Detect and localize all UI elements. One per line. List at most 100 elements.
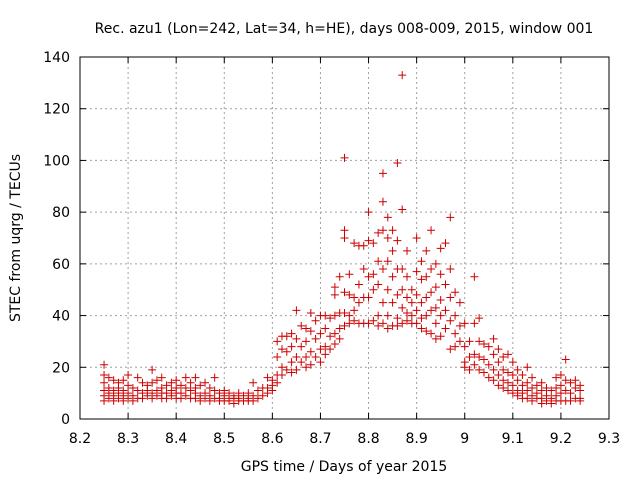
data-point: [407, 285, 416, 294]
data-point: [499, 352, 508, 361]
data-point: [369, 285, 378, 294]
data-point: [196, 396, 205, 405]
data-point: [393, 314, 402, 323]
data-point: [354, 298, 363, 307]
data-point: [302, 352, 311, 361]
data-point: [508, 389, 517, 398]
data-point: [528, 396, 537, 405]
data-point: [335, 334, 344, 343]
data-point: [571, 376, 580, 385]
data-point: [340, 321, 349, 330]
data-point: [504, 378, 513, 387]
data-point: [412, 234, 421, 242]
data-point: [398, 303, 407, 312]
data-point: [345, 290, 354, 299]
data-point: [504, 350, 513, 359]
data-point: [431, 283, 440, 292]
data-point: [364, 272, 373, 281]
data-point: [436, 311, 445, 320]
data-point: [556, 389, 565, 398]
data-point: [350, 239, 359, 248]
data-point: [287, 342, 296, 351]
data-point: [523, 378, 532, 387]
data-point: [311, 352, 320, 361]
data-point: [499, 376, 508, 385]
y-tick-label: 80: [52, 205, 70, 221]
data-point: [128, 383, 137, 392]
data-point: [412, 306, 421, 315]
data-point: [330, 329, 339, 338]
data-point: [566, 378, 575, 387]
data-point: [133, 386, 142, 395]
y-tick-label: 60: [52, 257, 70, 273]
data-point: [350, 316, 359, 325]
data-point: [340, 153, 349, 162]
data-point: [494, 381, 503, 390]
data-point: [475, 352, 484, 361]
data-point: [451, 342, 460, 351]
data-point: [104, 373, 113, 382]
data-point: [499, 383, 508, 392]
data-point: [201, 378, 210, 387]
data-point: [407, 311, 416, 320]
data-point: [422, 327, 431, 336]
data-point: [393, 290, 402, 299]
data-point: [446, 316, 455, 325]
data-point: [547, 386, 556, 395]
data-point: [374, 228, 383, 237]
data-point: [504, 386, 513, 395]
data-point: [205, 396, 214, 405]
data-point: [441, 324, 450, 333]
data-point: [427, 329, 436, 338]
data-point: [364, 236, 373, 245]
data-point: [152, 376, 161, 385]
data-point: [292, 334, 301, 343]
data-point: [552, 373, 561, 382]
data-point: [292, 365, 301, 374]
data-point: [383, 285, 392, 294]
data-point: [282, 347, 291, 356]
data-point: [273, 337, 282, 346]
data-point: [205, 383, 214, 392]
data-point: [470, 319, 479, 328]
data-point: [451, 311, 460, 320]
y-tick-label: 20: [52, 360, 70, 376]
data-point: [489, 334, 498, 343]
data-point: [321, 342, 330, 351]
data-point: [162, 381, 171, 390]
data-point: [513, 376, 522, 385]
data-point: [119, 376, 128, 385]
data-point: [249, 396, 258, 405]
data-point: [350, 306, 359, 315]
data-point: [441, 306, 450, 315]
data-point: [446, 345, 455, 354]
data-point: [479, 340, 488, 349]
data-point: [321, 350, 330, 359]
data-point: [340, 288, 349, 297]
data-point: [128, 396, 137, 405]
data-point: [326, 314, 335, 323]
data-point: [282, 332, 291, 341]
data-point: [306, 327, 315, 336]
data-point: [561, 386, 570, 395]
data-point: [263, 389, 272, 398]
data-point: [114, 394, 123, 403]
data-point: [556, 371, 565, 380]
data-point: [552, 383, 561, 392]
data-point: [196, 381, 205, 390]
data-point: [566, 396, 575, 405]
data-point: [109, 376, 118, 385]
data-point: [321, 324, 330, 333]
data-point: [436, 296, 445, 305]
data-point: [407, 298, 416, 307]
data-point: [124, 371, 133, 380]
data-point: [292, 306, 301, 315]
data-point: [364, 293, 373, 302]
data-point: [374, 257, 383, 266]
x-tick-label: 8.2: [69, 431, 91, 447]
data-point: [441, 280, 450, 289]
data-point: [345, 319, 354, 328]
data-point: [436, 270, 445, 279]
data-point: [326, 332, 335, 341]
data-point: [273, 352, 282, 361]
